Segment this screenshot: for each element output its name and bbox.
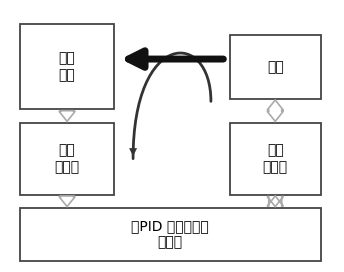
Text: 转速
信号: 转速 信号	[59, 52, 75, 82]
PathPatch shape	[59, 111, 75, 121]
Text: 电机: 电机	[267, 60, 283, 74]
Text: 数据
采集器: 数据 采集器	[54, 144, 80, 174]
Bar	[20, 123, 115, 195]
PathPatch shape	[59, 196, 75, 207]
PathPatch shape	[267, 100, 283, 121]
PathPatch shape	[267, 196, 283, 207]
Text: 电机
控制器: 电机 控制器	[263, 144, 288, 174]
Text: （PID 控制模型）
计算机: （PID 控制模型） 计算机	[131, 220, 209, 250]
Bar	[229, 35, 321, 99]
Bar	[229, 123, 321, 195]
Bar	[20, 208, 321, 261]
Bar	[20, 24, 115, 109]
